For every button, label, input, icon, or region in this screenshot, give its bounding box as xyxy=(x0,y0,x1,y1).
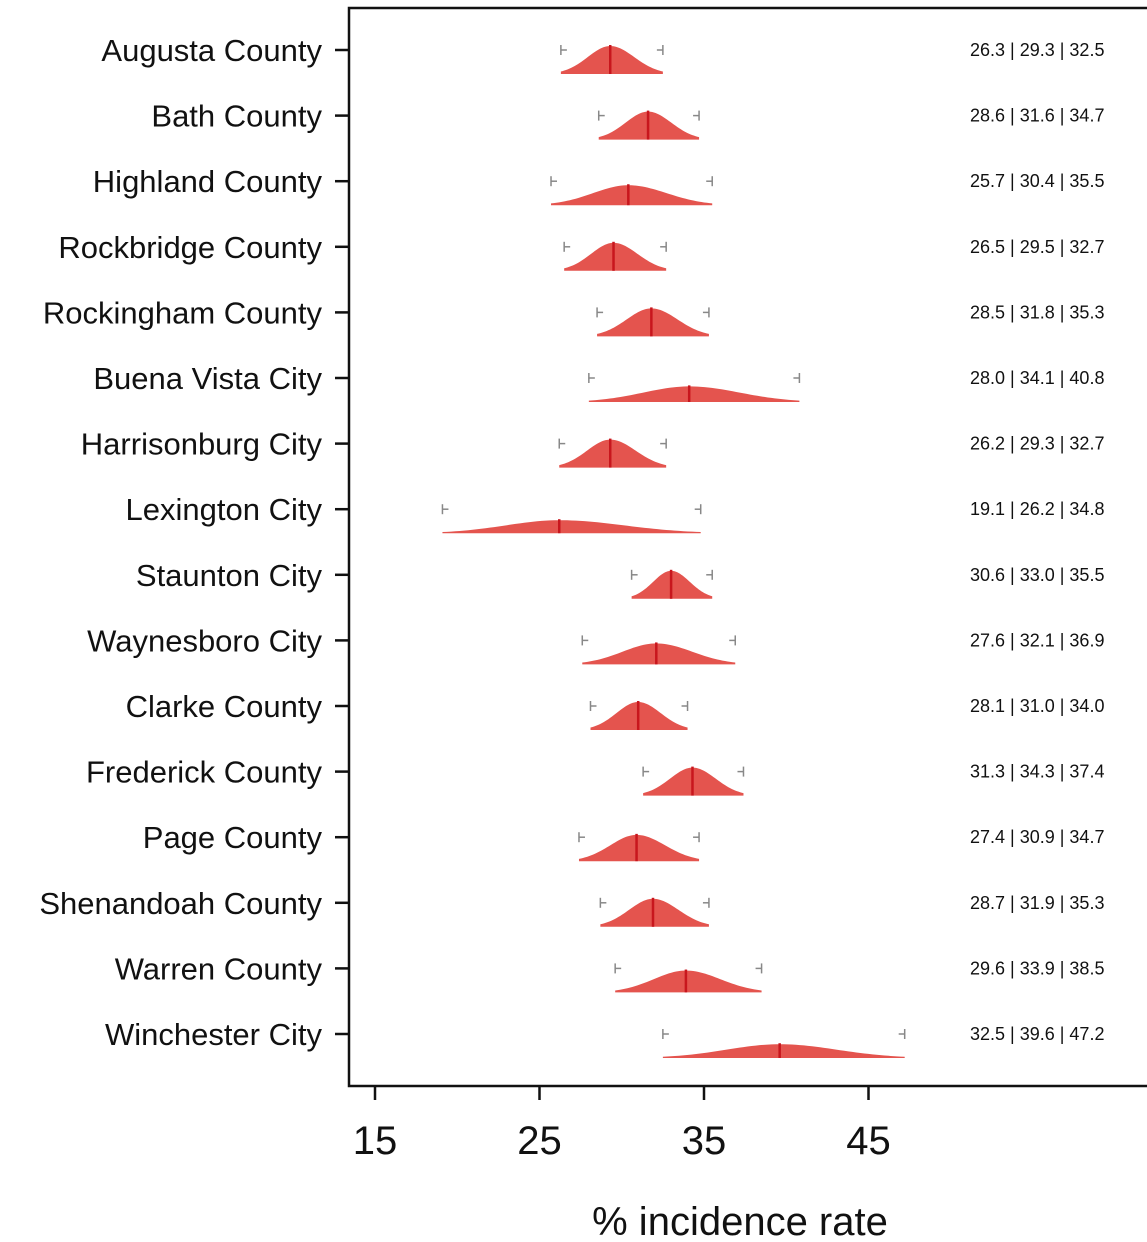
interval-label: 27.4 | 30.9 | 34.7 xyxy=(970,827,1104,847)
interval-label: 28.5 | 31.8 | 35.3 xyxy=(970,302,1104,322)
x-axis-title: % incidence rate xyxy=(592,1200,888,1242)
category-label: Staunton City xyxy=(136,558,323,593)
x-tick-label: 45 xyxy=(846,1119,891,1163)
row-buena-vista-city: Buena Vista City 28.0 | 34.1 | 40.8 xyxy=(93,361,1104,402)
row-staunton-city: Staunton City 30.6 | 33.0 | 35.5 xyxy=(136,558,1104,599)
interval-label: 28.7 | 31.9 | 35.3 xyxy=(970,893,1104,913)
interval-label: 27.6 | 32.1 | 36.9 xyxy=(970,630,1104,650)
row-bath-county: Bath County 28.6 | 31.6 | 34.7 xyxy=(151,99,1104,140)
category-label: Bath County xyxy=(151,99,322,134)
row-waynesboro-city: Waynesboro City 27.6 | 32.1 | 36.9 xyxy=(87,623,1104,665)
interval-label: 26.5 | 29.5 | 32.7 xyxy=(970,237,1104,257)
row-clarke-county: Clarke County 28.1 | 31.0 | 34.0 xyxy=(126,689,1104,730)
interval-label: 32.5 | 39.6 | 47.2 xyxy=(970,1024,1104,1044)
row-shenandoah-county: Shenandoah County 28.7 | 31.9 | 35.3 xyxy=(39,886,1104,927)
row-harrisonburg-city: Harrisonburg City 26.2 | 29.3 | 32.7 xyxy=(81,427,1104,468)
interval-label: 29.6 | 33.9 | 38.5 xyxy=(970,958,1104,978)
density-area xyxy=(615,970,762,993)
density-area xyxy=(559,439,667,468)
density-area xyxy=(578,834,700,862)
row-rockingham-county: Rockingham County 28.5 | 31.8 | 35.3 xyxy=(43,295,1104,337)
density-area xyxy=(551,185,713,206)
density-area xyxy=(588,386,800,402)
row-rockbridge-county: Rockbridge County 26.5 | 29.5 | 32.7 xyxy=(58,230,1104,271)
category-label: Clarke County xyxy=(126,689,323,724)
density-area xyxy=(442,520,701,534)
density-area xyxy=(582,643,736,665)
x-axis: 15 25 35 45 xyxy=(353,1086,891,1163)
x-tick-label: 35 xyxy=(682,1119,727,1163)
row-augusta-county: Augusta County 26.3 | 29.3 | 32.5 xyxy=(101,33,1104,74)
interval-label: 28.1 | 31.0 | 34.0 xyxy=(970,696,1104,716)
interval-label: 26.3 | 29.3 | 32.5 xyxy=(970,40,1104,60)
category-label: Rockingham County xyxy=(43,295,323,330)
category-label: Frederick County xyxy=(86,755,323,790)
category-label: Lexington City xyxy=(126,492,323,527)
density-area xyxy=(597,308,709,337)
density-area xyxy=(600,898,709,927)
interval-label: 26.2 | 29.3 | 32.7 xyxy=(970,434,1104,454)
interval-label: 30.6 | 33.0 | 35.5 xyxy=(970,565,1104,585)
category-label: Buena Vista City xyxy=(93,361,322,396)
row-warren-county: Warren County 29.6 | 33.9 | 38.5 xyxy=(115,951,1104,993)
plot-frame xyxy=(347,6,1147,1088)
density-area xyxy=(560,46,663,74)
category-label: Waynesboro City xyxy=(87,623,322,658)
category-label: Page County xyxy=(143,820,323,855)
category-label: Rockbridge County xyxy=(58,230,322,265)
category-label: Warren County xyxy=(115,951,323,986)
interval-label: 31.3 | 34.3 | 37.4 xyxy=(970,762,1104,782)
interval-label: 25.7 | 30.4 | 35.5 xyxy=(970,171,1104,191)
row-winchester-city: Winchester City 32.5 | 39.6 | 47.2 xyxy=(105,1017,1104,1058)
density-area xyxy=(564,242,667,271)
rows-layer: Augusta County 26.3 | 29.3 | 32.5 Bath Cou… xyxy=(39,33,1104,1058)
interval-label: 19.1 | 26.2 | 34.8 xyxy=(970,499,1104,519)
interval-label: 28.0 | 34.1 | 40.8 xyxy=(970,368,1104,388)
x-tick-label: 25 xyxy=(517,1119,562,1163)
category-label: Harrisonburg City xyxy=(81,427,323,462)
category-label: Augusta County xyxy=(101,33,322,68)
x-tick-label: 15 xyxy=(353,1119,398,1163)
category-label: Highland County xyxy=(93,164,323,199)
interval-label: 28.6 | 31.6 | 34.7 xyxy=(970,106,1104,126)
category-label: Shenandoah County xyxy=(39,886,322,921)
row-frederick-county: Frederick County 31.3 | 34.3 | 37.4 xyxy=(86,755,1104,796)
category-label: Winchester City xyxy=(105,1017,323,1052)
row-page-county: Page County 27.4 | 30.9 | 34.7 xyxy=(143,820,1104,862)
density-area xyxy=(662,1044,905,1058)
row-highland-county: Highland County 25.7 | 30.4 | 35.5 xyxy=(93,164,1104,206)
row-lexington-city: Lexington City 19.1 | 26.2 | 34.8 xyxy=(126,492,1104,534)
